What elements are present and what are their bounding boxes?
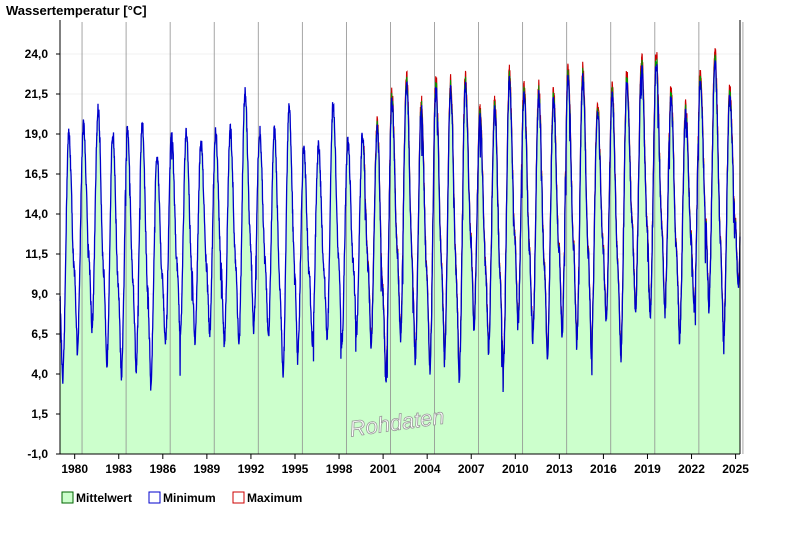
x-tick-label: 2022 bbox=[678, 462, 705, 476]
legend: Mittelwert Minimum Maximum bbox=[61, 491, 302, 505]
x-tick-label: 1983 bbox=[105, 462, 132, 476]
x-tick-label: 2004 bbox=[414, 462, 441, 476]
legend-item-maximum: Maximum bbox=[232, 491, 302, 505]
x-tick-label: 1989 bbox=[194, 462, 221, 476]
y-tick-label: 21,5 bbox=[25, 87, 49, 101]
legend-swatch bbox=[148, 491, 161, 504]
x-tick-label: 1992 bbox=[238, 462, 265, 476]
y-tick-label: 4,0 bbox=[31, 367, 48, 381]
x-tick-label: 2010 bbox=[502, 462, 529, 476]
x-tick-label: 2013 bbox=[546, 462, 573, 476]
plot-area: -1,0 1,5 4,0 6,5 9,0 11,5 14,0 16,5 19,0 21,5 24,0… bbox=[25, 20, 749, 476]
legend-item-mittelwert: Mittelwert bbox=[61, 491, 132, 505]
y-tick-label: 1,5 bbox=[31, 407, 48, 421]
x-tick-label: 2025 bbox=[722, 462, 749, 476]
legend-label: Maximum bbox=[247, 491, 302, 505]
x-tick-label: 1986 bbox=[149, 462, 176, 476]
minimum-line bbox=[59, 60, 741, 393]
legend-swatch bbox=[232, 491, 245, 504]
x-tick-label: 2007 bbox=[458, 462, 485, 476]
legend-label: Minimum bbox=[163, 491, 216, 505]
x-gridlines bbox=[81, 22, 744, 454]
y-tick-label: 6,5 bbox=[31, 327, 48, 341]
y-tick-label: 16,5 bbox=[25, 167, 49, 181]
y-tick-label: -1,0 bbox=[27, 447, 48, 461]
x-tick-label: 1980 bbox=[61, 462, 88, 476]
y-tick-label: 14,0 bbox=[25, 207, 49, 221]
x-tick-label: 1998 bbox=[326, 462, 353, 476]
y-tick-label: 9,0 bbox=[31, 287, 48, 301]
legend-label: Mittelwert bbox=[76, 491, 132, 505]
y-tick-label: 11,5 bbox=[25, 247, 48, 261]
x-tick-label: 2001 bbox=[370, 462, 397, 476]
x-tick-label: 1995 bbox=[282, 462, 309, 476]
legend-item-minimum: Minimum bbox=[148, 491, 216, 505]
legend-swatch bbox=[61, 491, 74, 504]
y-axis-title: Wassertemperatur [°C] bbox=[6, 3, 147, 18]
y-tick-label: 19,0 bbox=[25, 127, 49, 141]
mittelwert-area bbox=[60, 60, 740, 455]
y-tick-label: 24,0 bbox=[25, 47, 49, 61]
x-tick-label: 2016 bbox=[590, 462, 617, 476]
x-tick-label: 2019 bbox=[634, 462, 661, 476]
